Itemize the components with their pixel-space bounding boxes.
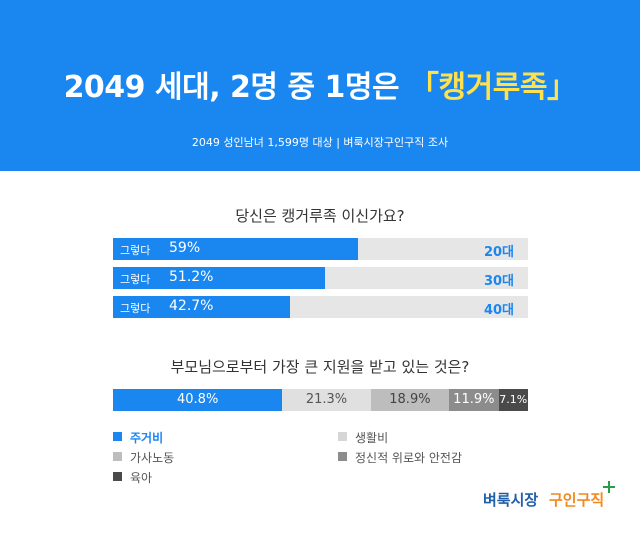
bar-category-label: 40대 bbox=[483, 303, 514, 318]
bar-value-label: 42.7% bbox=[169, 298, 214, 314]
stack-segment bbox=[113, 389, 283, 411]
title-main: 2049 세대, 2명 중 1명은 bbox=[63, 70, 410, 105]
bar-fill bbox=[113, 267, 326, 289]
title-bracket-open: 「 bbox=[409, 70, 439, 105]
legend-swatch bbox=[113, 452, 122, 461]
bar-fill bbox=[113, 296, 291, 318]
legend-swatch bbox=[338, 452, 347, 461]
title-highlight: 캥거루족 bbox=[438, 70, 548, 105]
page-title: 2049 세대, 2명 중 1명은 「캥거루족」 bbox=[0, 62, 640, 106]
bar-row: 그렇다 59% 20대 bbox=[113, 238, 528, 260]
legend-label: 정신적 위로와 안전감 bbox=[355, 451, 462, 465]
bar-label: 그렇다 bbox=[120, 302, 151, 315]
legend-swatch bbox=[113, 432, 122, 441]
legend-label: 육아 bbox=[130, 471, 153, 485]
stack-segment-label: 11.9% bbox=[453, 392, 495, 407]
legend-label: 생활비 bbox=[355, 431, 389, 445]
logo-text-market: 벼룩시장 bbox=[483, 491, 539, 509]
legend-label: 가사노동 bbox=[130, 451, 175, 465]
stack-segment bbox=[498, 389, 528, 411]
question-2-title: 부모님으로부터 가장 큰 지원을 받고 있는 것은? bbox=[170, 358, 470, 376]
logo-text-jobs: 구인구직 bbox=[549, 491, 605, 509]
stack-segment-label: 18.9% bbox=[389, 392, 431, 407]
stack-segment bbox=[449, 389, 499, 411]
brand-logo: 벼룩시장 구인구직 bbox=[483, 481, 618, 511]
support-stacked-bar: 40.8% 21.3% 18.9% 11.9% 7.1% bbox=[113, 389, 528, 411]
header-banner: 2049 세대, 2명 중 1명은 「캥거루족」 2049 성인남녀 1,599… bbox=[0, 0, 640, 171]
legend-label: 주거비 bbox=[130, 431, 164, 445]
bar-value-label: 51.2% bbox=[169, 269, 214, 285]
bar-category-label: 20대 bbox=[483, 245, 514, 260]
logo-plus-icon bbox=[603, 481, 615, 493]
stack-segment-label: 21.3% bbox=[305, 392, 348, 407]
bar-row: 그렇다 42.7% 40대 bbox=[113, 296, 528, 318]
bar-label: 그렇다 bbox=[120, 244, 151, 257]
bar-label: 그렇다 bbox=[120, 273, 151, 286]
legend-swatch bbox=[113, 472, 122, 481]
stack-segment-label: 7.1% bbox=[499, 393, 528, 406]
legend-swatch bbox=[338, 432, 347, 441]
bar-category-label: 30대 bbox=[483, 274, 514, 289]
question-1-title: 당신은 캥거루족 이신가요? bbox=[235, 207, 405, 225]
stack-segment bbox=[370, 389, 450, 411]
stack-segment-label: 40.8% bbox=[177, 392, 219, 407]
survey-subtitle: 2049 성인남녀 1,599명 대상 | 벼룩시장구인구직 조사 bbox=[191, 136, 449, 149]
bar-fill bbox=[113, 238, 358, 260]
bar-row: 그렇다 51.2% 30대 bbox=[113, 267, 528, 289]
bar-value-label: 59% bbox=[169, 240, 201, 256]
stack-segment bbox=[282, 389, 371, 411]
title-bracket-close: 」 bbox=[546, 70, 577, 105]
